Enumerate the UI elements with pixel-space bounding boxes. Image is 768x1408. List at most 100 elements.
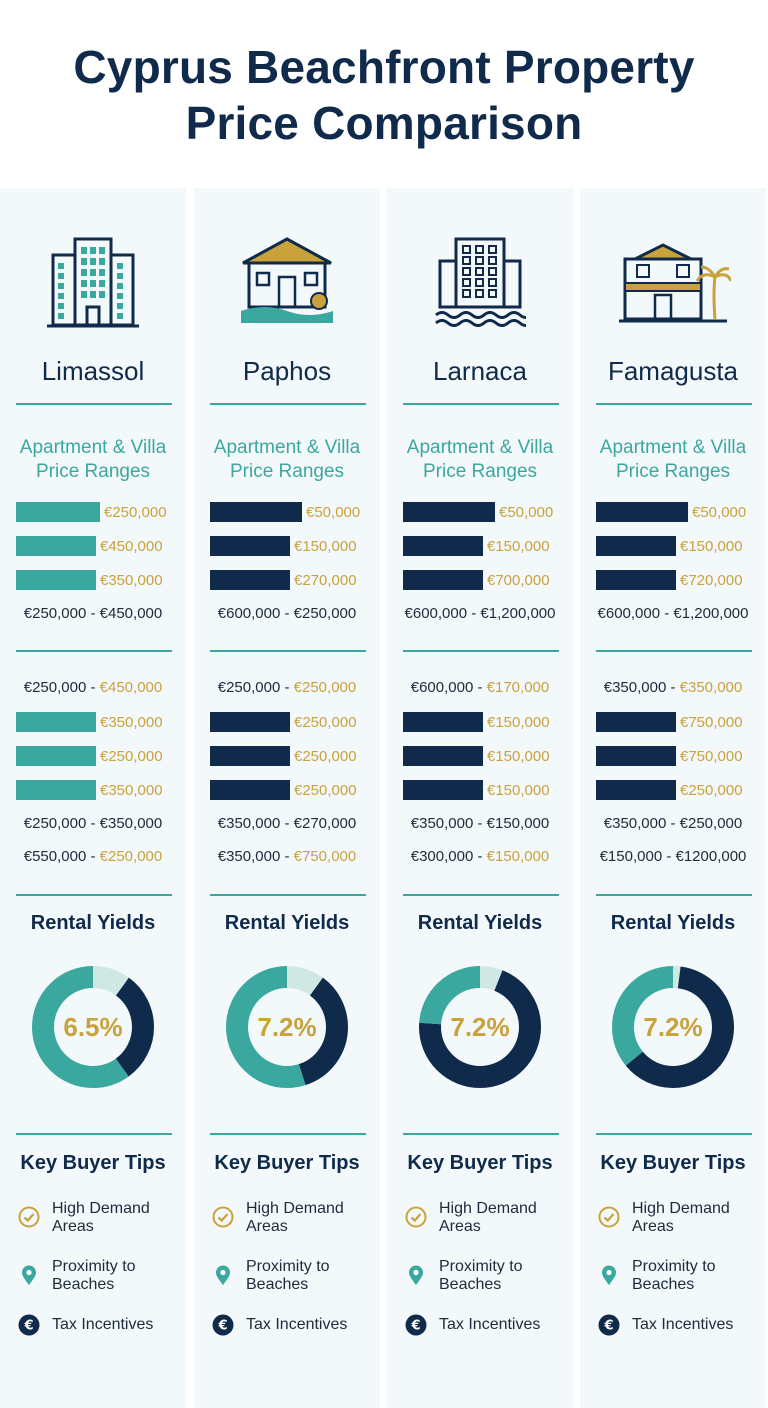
price-bar-label: €720,000 [680, 571, 743, 589]
price-bar [16, 712, 96, 732]
price-bar-label: €50,000 [692, 503, 747, 521]
price-bar-label: €350,000 [100, 571, 163, 589]
rental-yield-donut: 7.2% [418, 965, 542, 1089]
price-range-text: €550,000 - €250,000 [23, 848, 163, 865]
price-range-text: €250,000 - €450,000 [23, 679, 163, 696]
price-bar-label: €150,000 [487, 537, 550, 555]
location-pin-icon [598, 1264, 620, 1286]
rental-yield-value: 7.2% [257, 1011, 317, 1042]
price-bar-row: €150,000 [403, 780, 565, 800]
price-bar-row: €250,000 [16, 746, 178, 766]
buyer-tip-item: € Tax Incentives [598, 1314, 758, 1336]
divider [210, 894, 366, 896]
price-range-text: €600,000 - €250,000 [217, 605, 357, 622]
price-bar [210, 536, 290, 556]
price-bar-label: €450,000 [100, 537, 163, 555]
price-range-text: €350,000 - €350,000 [603, 679, 743, 696]
price-bar-row: €150,000 [210, 536, 372, 556]
price-bar-label: €150,000 [487, 747, 550, 765]
divider [596, 1133, 752, 1135]
buyer-tip-item: High Demand Areas [405, 1200, 565, 1236]
price-bar-row: €750,000 [596, 746, 758, 766]
price-bar-row: €250,000 [210, 712, 372, 732]
buyer-tip-item: Proximity to Beaches [18, 1258, 178, 1294]
key-buyer-tips-title: Key Buyer Tips [407, 1152, 553, 1174]
buyer-tip-item: Proximity to Beaches [212, 1258, 372, 1294]
price-bar-label: €250,000 [294, 747, 357, 765]
price-range-text: €600,000 - €1,200,000 [597, 605, 749, 622]
page-title-line-2: Price Comparison [185, 97, 583, 149]
price-bar-label: €750,000 [680, 747, 743, 765]
price-bar [403, 780, 483, 800]
check-circle-icon [405, 1206, 427, 1228]
price-bar [210, 712, 290, 732]
price-bar-row: €50,000 [596, 502, 758, 522]
check-circle-icon [18, 1206, 40, 1228]
price-range-text: €350,000 - €250,000 [603, 815, 743, 832]
buyer-tip-text: Tax Incentives [439, 1316, 541, 1333]
city-name: Famagusta [607, 356, 739, 386]
euro-coin-icon: € [405, 1314, 427, 1336]
price-range-text: €350,000 - €150,000 [410, 815, 550, 832]
price-bar [596, 780, 676, 800]
buyer-tip-item: Proximity to Beaches [598, 1258, 758, 1294]
price-bar [403, 502, 495, 522]
price-bar-label: €250,000 [104, 503, 167, 521]
rental-yield-value: 7.2% [450, 1011, 510, 1042]
price-bar [210, 780, 290, 800]
buyer-tip-item: Proximity to Beaches [405, 1258, 565, 1294]
euro-coin-icon: € [18, 1314, 40, 1336]
price-bar-row: €250,000 [210, 780, 372, 800]
location-pin-icon [405, 1264, 427, 1286]
price-bar [596, 536, 676, 556]
divider [403, 1133, 559, 1135]
price-bar-row: €150,000 [596, 536, 758, 556]
buyer-tip-text: Tax Incentives [632, 1316, 734, 1333]
price-bar-row: €150,000 [403, 712, 565, 732]
price-ranges-heading: Apartment & Villa Price Ranges [599, 437, 747, 482]
svg-text:€: € [217, 1319, 227, 1334]
divider [403, 650, 559, 652]
apartment-tower-icon [0, 226, 186, 336]
buyer-tip-text: High Demand Areas [52, 1200, 150, 1235]
price-bar [16, 570, 96, 590]
price-bar-label: €150,000 [294, 537, 357, 555]
buyer-tip-item: € Tax Incentives [405, 1314, 565, 1336]
key-buyer-tips-title: Key Buyer Tips [20, 1152, 166, 1174]
divider [210, 403, 366, 405]
price-bar [210, 570, 290, 590]
divider [210, 1133, 366, 1135]
price-bar [403, 746, 483, 766]
price-ranges-heading: Apartment & Villa Price Ranges [19, 437, 167, 482]
price-bar-row: €150,000 [403, 746, 565, 766]
price-bar-row: €350,000 [16, 570, 178, 590]
price-bar [210, 746, 290, 766]
buyer-tip-item: € Tax Incentives [18, 1314, 178, 1336]
price-bar [596, 502, 688, 522]
price-bar-row: €350,000 [16, 712, 178, 732]
price-range-text: €150,000 - €1200,000 [599, 848, 747, 865]
price-ranges-heading: Apartment & Villa Price Ranges [213, 437, 361, 482]
city-columns: Limassol Apartment & Villa Price Ranges €25… [0, 188, 768, 1408]
price-bar-label: €50,000 [306, 503, 361, 521]
check-circle-icon [598, 1206, 620, 1228]
price-range-text: €250,000 - €450,000 [23, 605, 163, 622]
divider [16, 403, 172, 405]
price-range-text: €250,000 - €350,000 [23, 815, 163, 832]
price-bar [16, 780, 96, 800]
price-bar-row: €350,000 [16, 780, 178, 800]
price-bar [210, 502, 302, 522]
buyer-tip-item: High Demand Areas [598, 1200, 758, 1236]
rental-yield-donut: 6.5% [31, 965, 155, 1089]
city-name: Larnaca [433, 356, 527, 386]
price-bar-row: €50,000 [403, 502, 565, 522]
yield-segment-navy [226, 966, 348, 1088]
price-bar-row: €450,000 [16, 536, 178, 556]
divider [403, 403, 559, 405]
buyer-tip-text: High Demand Areas [246, 1200, 344, 1235]
rental-yields-title: Rental Yields [30, 912, 156, 934]
price-ranges-heading: Apartment & Villa Price Ranges [406, 437, 554, 482]
rental-yields-title: Rental Yields [417, 912, 543, 934]
divider [210, 650, 366, 652]
yield-segment-teal [226, 966, 348, 1088]
